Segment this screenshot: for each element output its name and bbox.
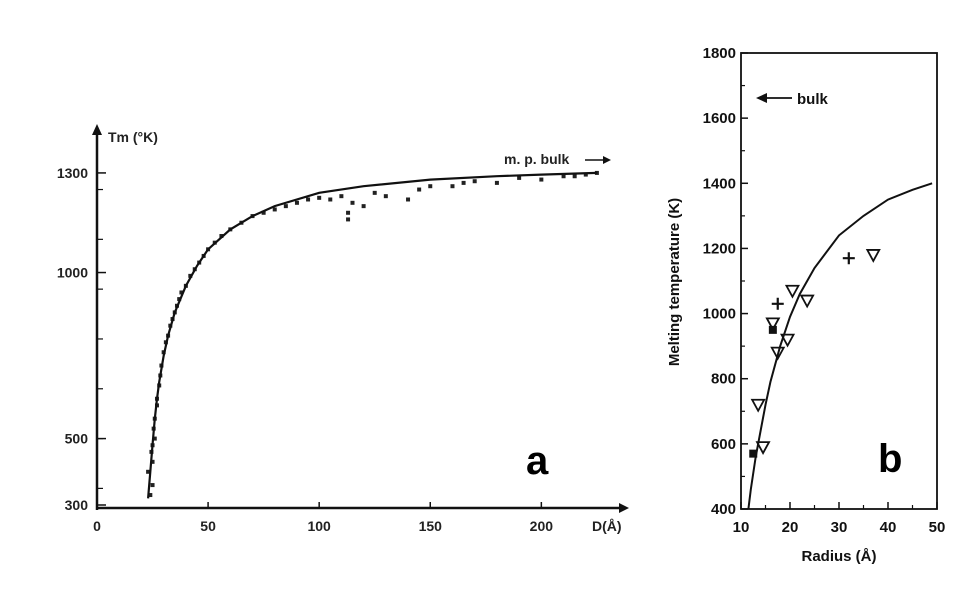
panel-a-point	[306, 197, 311, 202]
panel-a-x-axis-arrow	[619, 503, 629, 513]
panel-b-y-tick-label: 800	[711, 371, 736, 388]
panel-b-y-tick-label: 400	[711, 501, 736, 518]
panel-b-annotation: bulk	[797, 91, 828, 108]
panel-a-annotation-arrow-head	[603, 156, 611, 164]
panel-b-y-tick-label: 1600	[703, 110, 736, 127]
panel-a-point	[179, 290, 184, 295]
panel-a-point	[428, 184, 433, 189]
panel-b-point-triangle	[770, 346, 786, 361]
panel-b-point-triangle	[750, 398, 766, 413]
panel-a-point	[517, 175, 522, 180]
panel-a-point	[150, 483, 155, 488]
panel-a-y-tick-label: 300	[65, 497, 89, 513]
panel-a-point	[150, 459, 155, 464]
panel-b-x-tick-label: 20	[782, 519, 799, 536]
panel-a-point	[561, 174, 566, 179]
panel-a-point	[272, 207, 277, 212]
panel-a-point	[346, 217, 351, 222]
panel-a-label: a	[526, 439, 549, 483]
panel-a-point	[283, 204, 288, 209]
panel-b-label: b	[878, 437, 902, 481]
panel-a-point	[361, 204, 366, 209]
panel-b-point-plus	[771, 297, 784, 310]
panel-b-y-tick-label: 1000	[703, 306, 736, 323]
panel-a-point	[146, 469, 151, 474]
panel-b-y-tick-label: 1400	[703, 175, 736, 192]
panel-a-y-tick-label: 1300	[57, 165, 88, 181]
panel-a-point	[583, 172, 588, 177]
panel-b-bulk-arrow-head	[756, 93, 767, 103]
panel-a-point	[261, 210, 266, 215]
panel-a-x-tick-label: 0	[93, 518, 101, 534]
panel-a-point	[461, 180, 466, 185]
panel-b-points	[749, 249, 881, 458]
panel-b-point-triangle	[799, 294, 815, 309]
panel-a-point	[294, 200, 299, 205]
panel-a-y-axis-arrow	[92, 124, 102, 135]
panel-b-x-tick-label: 30	[831, 519, 848, 536]
panel-a-point	[406, 197, 411, 202]
panel-a-point	[472, 179, 477, 184]
panel-a-point	[152, 436, 157, 441]
panel-b-y-tick-label: 1800	[703, 45, 736, 62]
panel-a-point	[148, 493, 153, 498]
panel-b-point-square	[749, 449, 758, 458]
panel-a-point	[350, 200, 355, 205]
panel-a-x-tick-label: 100	[307, 518, 331, 534]
panel-a-point	[494, 180, 499, 185]
panel-b-point-triangle	[865, 249, 881, 263]
panel-a-ticks: 0 50 100 150 200 300 500 1000 1300	[57, 165, 553, 534]
panel-b-ticks: 10 20 30 40 50 400 600 800 1000 1200 1400 1600 1800	[703, 45, 946, 536]
panel-b-fit-curve	[747, 182, 933, 510]
panel-b-x-tick-label: 10	[733, 519, 750, 536]
panel-b-ylabel: Melting temperature (K)	[666, 198, 683, 366]
panel-b-xlabel: Radius (Å)	[802, 548, 877, 565]
panel-a-point	[328, 197, 333, 202]
panel-b-point-triangle	[765, 317, 781, 332]
panel-a-x-tick-label: 200	[530, 518, 554, 534]
panel-b: 10 20 30 40 5040060080010001200140016001800 …	[666, 45, 945, 565]
panel-a-annotation: m. p. bulk	[504, 151, 570, 167]
panel-a-xlabel: D(Å)	[592, 518, 622, 534]
panel-a-point	[346, 210, 351, 215]
panel-a-point	[339, 194, 344, 199]
panel-b-point-plus	[842, 252, 855, 265]
panel-b-point-square	[768, 325, 777, 334]
panel-b-x-tick-label: 40	[880, 519, 897, 536]
panel-a-point	[572, 174, 577, 179]
panel-b-point-triangle	[784, 284, 800, 299]
panel-a-x-tick-label: 50	[200, 518, 216, 534]
panel-a-point	[372, 190, 377, 195]
panel-a-x-tick-label: 150	[419, 518, 443, 534]
panel-a-point	[450, 184, 455, 189]
panel-a-point	[317, 195, 322, 200]
panel-b-x-tick-label: 50	[929, 519, 946, 536]
panel-a-point	[417, 187, 422, 192]
panel-b-y-tick-label: 600	[711, 436, 736, 453]
panel-b-y-tick-label: 1200	[703, 240, 736, 257]
panel-b-frame	[740, 52, 938, 510]
panel-a-point	[539, 177, 544, 182]
panel-a-fit-curve	[147, 171, 597, 499]
panel-a-ylabel: Tm (°K)	[108, 129, 158, 145]
panel-b-point-triangle	[755, 441, 771, 455]
panel-a-y-tick-label: 500	[65, 431, 89, 447]
panel-a-y-tick-label: 1000	[57, 265, 88, 281]
panel-a-point	[383, 194, 388, 199]
panel-b-point-triangle	[780, 333, 796, 348]
